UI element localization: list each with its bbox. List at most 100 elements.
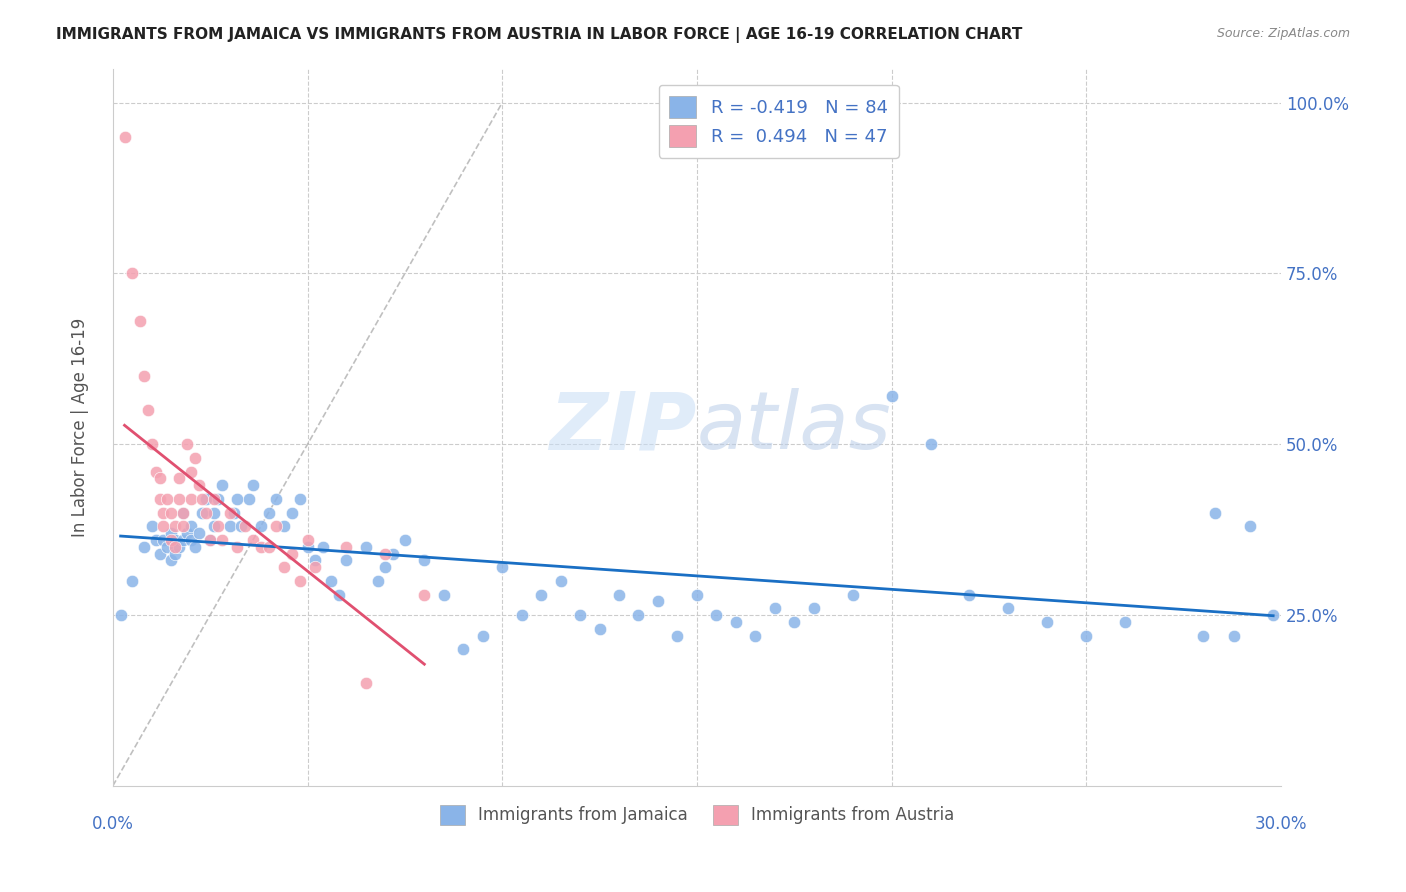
Point — [110, 607, 132, 622]
Point — [160, 553, 183, 567]
Point — [257, 506, 280, 520]
Point — [156, 491, 179, 506]
Point — [242, 478, 264, 492]
Point — [198, 533, 221, 547]
Point — [160, 506, 183, 520]
Point — [249, 540, 271, 554]
Point — [136, 403, 159, 417]
Point — [959, 587, 981, 601]
Point — [222, 506, 245, 520]
Point — [328, 587, 350, 601]
Point — [374, 560, 396, 574]
Point — [266, 519, 288, 533]
Point — [121, 574, 143, 588]
Point — [152, 519, 174, 533]
Point — [207, 491, 229, 506]
Point — [273, 560, 295, 574]
Point — [148, 547, 170, 561]
Point — [141, 519, 163, 533]
Point — [167, 491, 190, 506]
Point — [114, 129, 136, 144]
Point — [132, 540, 155, 554]
Point — [180, 519, 202, 533]
Point — [183, 540, 205, 554]
Point — [152, 533, 174, 547]
Point — [281, 506, 304, 520]
Point — [273, 519, 295, 533]
Point — [297, 533, 319, 547]
Point — [394, 533, 416, 547]
Point — [156, 540, 179, 554]
Point — [187, 478, 209, 492]
Point — [304, 553, 326, 567]
Point — [647, 594, 669, 608]
Point — [198, 533, 221, 547]
Point — [1223, 628, 1246, 642]
Point — [132, 368, 155, 383]
Point — [266, 491, 288, 506]
Point — [172, 519, 194, 533]
Point — [354, 540, 377, 554]
Point — [238, 491, 260, 506]
Point — [335, 540, 357, 554]
Point — [413, 553, 436, 567]
Point — [491, 560, 513, 574]
Point — [152, 506, 174, 520]
Point — [744, 628, 766, 642]
Point — [195, 491, 218, 506]
Point — [183, 450, 205, 465]
Point — [319, 574, 342, 588]
Point — [176, 526, 198, 541]
Point — [148, 491, 170, 506]
Point — [242, 533, 264, 547]
Point — [510, 607, 533, 622]
Point — [803, 601, 825, 615]
Text: Source: ZipAtlas.com: Source: ZipAtlas.com — [1216, 27, 1350, 40]
Point — [471, 628, 494, 642]
Point — [354, 676, 377, 690]
Point — [1204, 506, 1226, 520]
Point — [160, 533, 183, 547]
Point — [172, 506, 194, 520]
Point — [335, 553, 357, 567]
Point — [191, 506, 214, 520]
Point — [226, 540, 249, 554]
Point — [1263, 607, 1285, 622]
Point — [167, 540, 190, 554]
Point — [997, 601, 1019, 615]
Point — [686, 587, 709, 601]
Point — [312, 540, 335, 554]
Point — [231, 519, 253, 533]
Text: atlas: atlas — [697, 388, 891, 467]
Point — [187, 526, 209, 541]
Text: ZIP: ZIP — [550, 388, 697, 467]
Point — [724, 615, 747, 629]
Point — [367, 574, 389, 588]
Legend: Immigrants from Jamaica, Immigrants from Austria: Immigrants from Jamaica, Immigrants from… — [430, 795, 965, 835]
Point — [249, 519, 271, 533]
Point — [202, 506, 225, 520]
Point — [1114, 615, 1136, 629]
Point — [920, 437, 942, 451]
Point — [297, 540, 319, 554]
Point — [191, 491, 214, 506]
Point — [841, 587, 863, 601]
Point — [148, 471, 170, 485]
Point — [180, 465, 202, 479]
Y-axis label: In Labor Force | Age 16-19: In Labor Force | Age 16-19 — [72, 318, 89, 537]
Point — [666, 628, 689, 642]
Point — [218, 506, 240, 520]
Point — [180, 533, 202, 547]
Point — [413, 587, 436, 601]
Point — [165, 540, 187, 554]
Point — [172, 533, 194, 547]
Point — [167, 471, 190, 485]
Point — [530, 587, 553, 601]
Point — [281, 547, 304, 561]
Point — [627, 607, 650, 622]
Point — [202, 491, 225, 506]
Point — [588, 622, 610, 636]
Point — [233, 519, 256, 533]
Point — [160, 526, 183, 541]
Point — [226, 491, 249, 506]
